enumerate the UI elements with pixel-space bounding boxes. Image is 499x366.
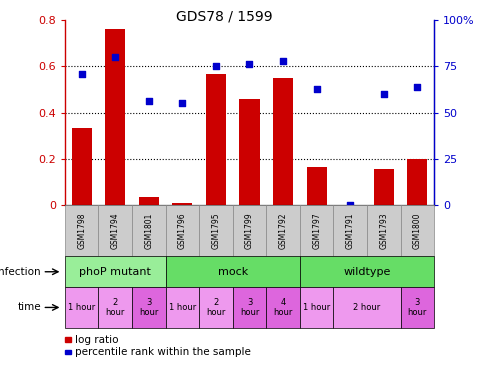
Bar — [132, 205, 166, 256]
Text: phoP mutant: phoP mutant — [79, 267, 151, 277]
Bar — [273, 78, 293, 205]
Text: GDS78 / 1599: GDS78 / 1599 — [176, 9, 273, 23]
Point — [212, 63, 220, 69]
Bar — [374, 169, 394, 205]
Point — [111, 54, 119, 60]
Bar — [401, 205, 434, 256]
Bar — [71, 128, 92, 205]
Text: 4
hour: 4 hour — [273, 298, 293, 317]
Bar — [98, 205, 132, 256]
Bar — [65, 205, 98, 256]
Text: GSM1798: GSM1798 — [77, 212, 86, 249]
Bar — [65, 337, 71, 342]
Text: 3
hour: 3 hour — [408, 298, 427, 317]
Bar — [300, 205, 333, 256]
Bar — [206, 74, 226, 205]
Text: GSM1792: GSM1792 — [278, 212, 287, 249]
Point — [413, 84, 421, 90]
Bar — [98, 287, 132, 328]
Bar — [65, 256, 166, 287]
Text: 1 hour: 1 hour — [303, 303, 330, 312]
Text: 3
hour: 3 hour — [139, 298, 159, 317]
Text: GSM1800: GSM1800 — [413, 212, 422, 249]
Bar — [407, 159, 428, 205]
Text: mock: mock — [218, 267, 248, 277]
Bar — [333, 205, 367, 256]
Text: percentile rank within the sample: percentile rank within the sample — [75, 347, 251, 357]
Bar — [172, 203, 193, 205]
Bar — [166, 256, 300, 287]
Bar — [132, 287, 166, 328]
Bar — [401, 287, 434, 328]
Text: infection: infection — [0, 267, 41, 277]
Point — [279, 58, 287, 64]
Text: GSM1791: GSM1791 — [346, 212, 355, 249]
Point — [78, 71, 86, 76]
Point — [346, 202, 354, 208]
Text: GSM1801: GSM1801 — [144, 212, 153, 249]
Point — [246, 61, 253, 67]
Bar — [240, 99, 259, 205]
Bar — [300, 256, 434, 287]
Text: wildtype: wildtype — [343, 267, 391, 277]
Bar — [139, 197, 159, 205]
Point — [313, 86, 321, 92]
Bar — [333, 287, 401, 328]
Text: 2 hour: 2 hour — [353, 303, 381, 312]
Bar — [199, 287, 233, 328]
Bar — [65, 287, 98, 328]
Bar — [166, 287, 199, 328]
Text: GSM1794: GSM1794 — [111, 212, 120, 249]
Text: 1 hour: 1 hour — [169, 303, 196, 312]
Point — [178, 100, 186, 106]
Bar — [65, 350, 71, 354]
Bar — [233, 287, 266, 328]
Text: 3
hour: 3 hour — [240, 298, 259, 317]
Bar — [199, 205, 233, 256]
Text: time: time — [17, 302, 41, 313]
Text: GSM1795: GSM1795 — [212, 212, 221, 249]
Bar — [306, 167, 327, 205]
Bar — [166, 205, 199, 256]
Text: GSM1797: GSM1797 — [312, 212, 321, 249]
Text: GSM1799: GSM1799 — [245, 212, 254, 249]
Point — [145, 98, 153, 104]
Bar — [105, 29, 125, 205]
Bar — [300, 287, 333, 328]
Text: 2
hour: 2 hour — [105, 298, 125, 317]
Text: GSM1796: GSM1796 — [178, 212, 187, 249]
Bar — [233, 205, 266, 256]
Bar — [367, 205, 401, 256]
Bar — [266, 287, 300, 328]
Text: log ratio: log ratio — [75, 335, 119, 345]
Text: 1 hour: 1 hour — [68, 303, 95, 312]
Point — [380, 91, 388, 97]
Text: GSM1793: GSM1793 — [379, 212, 388, 249]
Text: 2
hour: 2 hour — [206, 298, 226, 317]
Bar — [266, 205, 300, 256]
